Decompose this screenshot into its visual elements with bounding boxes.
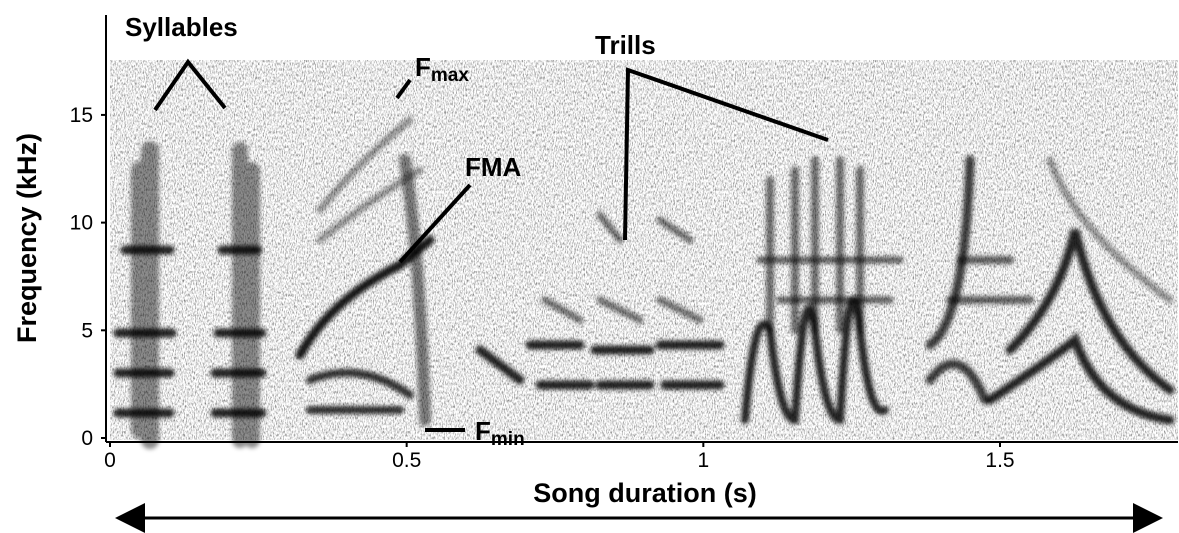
annotation: FMA bbox=[465, 152, 522, 182]
y-tick-label: 0 bbox=[81, 427, 93, 450]
spectrogram bbox=[110, 60, 1178, 440]
x-tick-label: 0 bbox=[104, 449, 116, 472]
x-tick-label: 0.5 bbox=[392, 449, 421, 472]
y-tick-label: 5 bbox=[81, 319, 93, 342]
annotation: Syllables bbox=[125, 12, 238, 42]
annotation-text: Trills bbox=[595, 30, 656, 60]
annotation-subscript: min bbox=[491, 429, 525, 450]
x-axis-label: Song duration (s) bbox=[533, 478, 756, 508]
annotation-text: F bbox=[475, 416, 491, 446]
annotation: Fmax bbox=[415, 52, 469, 86]
chart: Song duration (s) Frequency (kHz) 0 0.5 1 1… bbox=[0, 0, 1179, 533]
x-tick-label: 1 bbox=[697, 449, 709, 472]
x-tick-label: 1.5 bbox=[985, 449, 1014, 472]
y-tick-label: 15 bbox=[70, 104, 93, 127]
annotation-text: F bbox=[415, 52, 431, 82]
y-tick-label: 10 bbox=[70, 212, 93, 235]
y-axis-label: Frequency (kHz) bbox=[12, 133, 42, 343]
annotation-text: Syllables bbox=[125, 12, 238, 42]
annotation-subscript: max bbox=[431, 65, 469, 86]
annotation: Trills bbox=[595, 30, 656, 60]
annotation-text: FMA bbox=[465, 152, 522, 182]
